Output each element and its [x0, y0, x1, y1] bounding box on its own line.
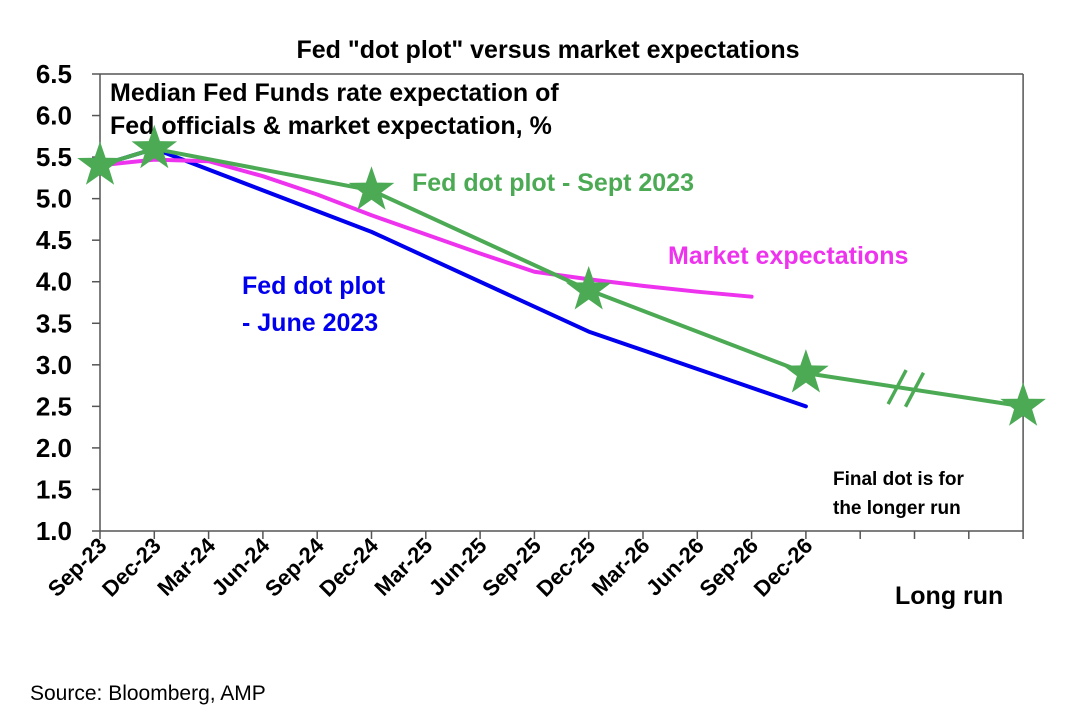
- x-tick-label: Jun-25: [424, 533, 492, 601]
- annotation-line-1: Final dot is for: [833, 469, 964, 490]
- x-tick-label: Dec-23: [97, 533, 166, 602]
- label-june-2023-line-1: Fed dot plot: [242, 272, 386, 300]
- axis-break-mark: [886, 369, 908, 405]
- chart-title: Fed "dot plot" versus market expectation…: [296, 36, 799, 64]
- y-tick-label: 3.5: [36, 308, 72, 338]
- x-tick-label: Mar-24: [152, 532, 220, 600]
- x-tick-label: Sep-25: [477, 533, 546, 602]
- y-tick-label: 3.0: [36, 350, 72, 380]
- x-tick-label: Jun-26: [641, 533, 709, 601]
- axis-break-mark: [903, 371, 926, 408]
- x-tick-label: Mar-26: [587, 533, 655, 601]
- y-tick-label: 4.0: [36, 267, 72, 297]
- series-line-market-expectations: [98, 157, 754, 299]
- x-tick-label: Dec-26: [749, 533, 818, 602]
- source-note: Source: Bloomberg, AMP: [30, 682, 266, 705]
- star-marker: [1000, 382, 1046, 426]
- chart-subtitle-line-1: Median Fed Funds rate expectation of: [110, 79, 559, 107]
- star-marker: [565, 266, 612, 310]
- star-marker: [783, 349, 829, 393]
- annotation-line-2: the longer run: [833, 498, 961, 519]
- label-sept-2023: Fed dot plot - Sept 2023: [412, 169, 694, 197]
- y-tick-label: 6.5: [36, 59, 72, 89]
- x-tick-label: Sep-24: [260, 532, 329, 601]
- x-tick-label: Jun-24: [207, 532, 275, 600]
- x-tick-label: Sep-26: [694, 533, 763, 602]
- y-tick-label: 2.5: [36, 391, 72, 421]
- x-tick-label: Dec-24: [314, 532, 383, 601]
- label-june-2023-line-2: - June 2023: [242, 309, 378, 337]
- star-marker: [131, 124, 178, 169]
- x-tick-label: Mar-25: [370, 533, 438, 601]
- series-layer: [77, 124, 1046, 426]
- y-tick-label: 1.5: [36, 474, 72, 504]
- y-tick-label: 1.0: [36, 516, 72, 546]
- chart-subtitle-line-2: Fed officials & market expectation, %: [110, 112, 552, 140]
- y-tick-label: 4.5: [36, 225, 72, 255]
- star-marker: [77, 141, 123, 185]
- label-market-expectations: Market expectations: [668, 242, 908, 270]
- x-tick-label: Dec-25: [532, 533, 601, 602]
- y-tick-label: 5.5: [36, 142, 72, 172]
- axes: 1.0 1.5 2.0 2.5 3.0 3.5 4.0 4.5 5.0 5.5 6.0 6.5 Sep-…: [36, 59, 1024, 602]
- long-run-label: Long run: [895, 582, 1003, 610]
- y-tick-label: 5.0: [36, 184, 72, 214]
- star-marker: [348, 166, 395, 210]
- y-tick-label: 2.0: [36, 433, 72, 463]
- y-tick-label: 6.0: [36, 101, 72, 131]
